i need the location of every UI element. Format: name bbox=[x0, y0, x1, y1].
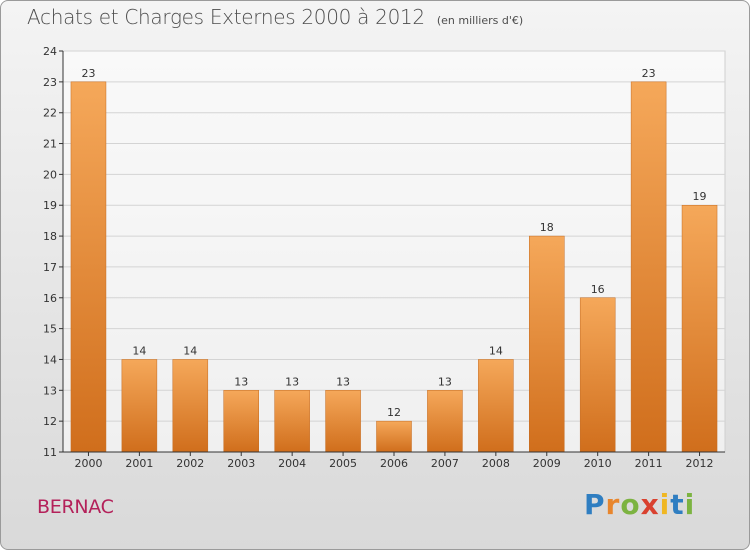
y-tick-label: 14 bbox=[43, 353, 57, 366]
y-tick-label: 22 bbox=[43, 107, 57, 120]
bar bbox=[478, 359, 514, 453]
x-tick-label: 2000 bbox=[74, 457, 102, 470]
bar-value-label: 13 bbox=[438, 375, 452, 388]
y-tick-label: 18 bbox=[43, 230, 57, 243]
bar bbox=[274, 390, 310, 453]
proxiti-logo: Proxiti bbox=[584, 488, 695, 521]
y-tick-label: 19 bbox=[43, 199, 57, 212]
bar-value-label: 14 bbox=[132, 344, 146, 357]
bar bbox=[70, 81, 107, 453]
x-tick-label: 2002 bbox=[176, 457, 204, 470]
x-tick-label: 2001 bbox=[125, 457, 153, 470]
bar-value-label: 13 bbox=[234, 375, 248, 388]
x-tick-label: 2011 bbox=[635, 457, 663, 470]
y-tick-label: 16 bbox=[43, 292, 57, 305]
bar-value-label: 14 bbox=[489, 344, 503, 357]
bar bbox=[427, 390, 463, 453]
x-tick-label: 2008 bbox=[482, 457, 510, 470]
bar bbox=[121, 359, 158, 453]
bar bbox=[172, 359, 209, 453]
bars bbox=[70, 81, 718, 453]
x-tick-label: 2004 bbox=[278, 457, 306, 470]
plot-area bbox=[62, 50, 726, 453]
bar-value-label: 12 bbox=[387, 406, 401, 419]
bar-value-label: 13 bbox=[336, 375, 350, 388]
x-tick-label: 2012 bbox=[686, 457, 714, 470]
unit-note: (en milliers d'€) bbox=[436, 14, 524, 27]
x-tick-label: 2007 bbox=[431, 457, 459, 470]
bar bbox=[681, 204, 718, 453]
y-tick-label: 11 bbox=[43, 446, 57, 459]
logo-letter: i bbox=[684, 488, 696, 521]
x-tick-label: 2006 bbox=[380, 457, 408, 470]
bar bbox=[325, 390, 361, 453]
bar-value-label: 16 bbox=[591, 283, 605, 296]
x-tick-label: 2005 bbox=[329, 457, 357, 470]
logo-letter: o bbox=[620, 488, 641, 521]
bar-value-label: 19 bbox=[693, 190, 707, 203]
bar-value-label: 23 bbox=[642, 67, 656, 80]
bar bbox=[223, 390, 259, 453]
logo-letter: x bbox=[640, 488, 660, 521]
y-tick-label: 13 bbox=[43, 384, 57, 397]
labels: 11 12 13 14 15 16 17 18 19 20 21 22 23 24 23 2000 14 2001… bbox=[43, 45, 714, 470]
x-tick-label: 2009 bbox=[533, 457, 561, 470]
y-tick-label: 20 bbox=[43, 168, 57, 181]
chart-title-text: Achats et Charges Externes 2000 à 2012 bbox=[27, 5, 425, 29]
y-tick-label: 21 bbox=[43, 138, 57, 151]
axes bbox=[59, 50, 725, 456]
bar bbox=[376, 420, 412, 453]
bar-value-label: 18 bbox=[540, 221, 554, 234]
bar bbox=[579, 297, 616, 453]
y-tick-label: 15 bbox=[43, 323, 57, 336]
chart-title: Achats et Charges Externes 2000 à 2012 (e… bbox=[27, 5, 523, 29]
y-tick-label: 12 bbox=[43, 415, 57, 428]
bar-value-label: 14 bbox=[183, 344, 197, 357]
bar-value-label: 23 bbox=[81, 67, 95, 80]
y-tick-label: 17 bbox=[43, 261, 57, 274]
commune-name: BERNAC bbox=[37, 496, 114, 518]
x-tick-label: 2010 bbox=[584, 457, 612, 470]
bar bbox=[529, 235, 565, 453]
logo-letter: t bbox=[670, 488, 685, 521]
logo-letter: r bbox=[605, 488, 621, 521]
y-tick-label: 24 bbox=[43, 45, 57, 58]
bar-value-label: 13 bbox=[285, 375, 299, 388]
y-tick-label: 23 bbox=[43, 76, 57, 89]
bar bbox=[630, 81, 667, 453]
logo-letter: i bbox=[659, 488, 671, 521]
x-tick-label: 2003 bbox=[227, 457, 255, 470]
logo-letter: P bbox=[584, 488, 606, 521]
